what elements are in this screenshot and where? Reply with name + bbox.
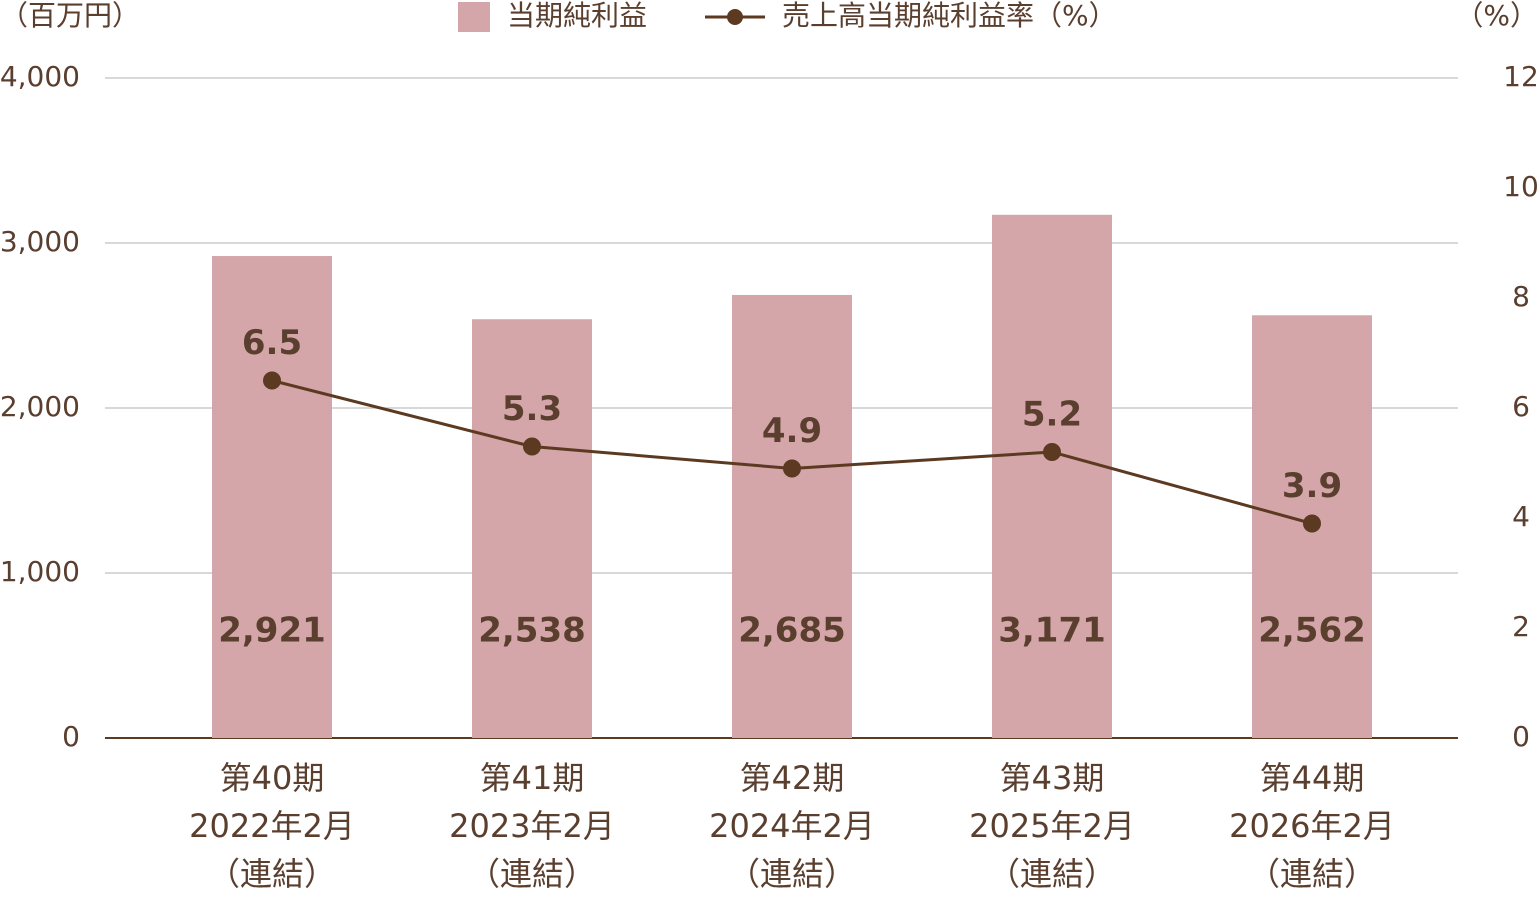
y-tick-label: 0 — [62, 720, 80, 753]
x-tick-label: 2024年2月 — [709, 807, 875, 845]
x-tick-label: 第42期 — [740, 759, 845, 797]
bar — [472, 319, 592, 738]
bar — [212, 256, 332, 738]
y-tick-label: 2,000 — [0, 390, 80, 423]
line-point — [263, 371, 281, 390]
y2-tick-label: 2 — [1512, 610, 1530, 643]
y-tick-label: 1,000 — [0, 555, 80, 588]
x-tick-label: 2025年2月 — [969, 807, 1135, 845]
legend-label: 当期純利益 — [507, 0, 647, 32]
x-tick-label: 第44期 — [1260, 759, 1365, 797]
bar-value-label: 2,921 — [218, 611, 326, 651]
legend-label: 売上高当期純利益率（%） — [782, 0, 1117, 32]
x-tick-label: 2022年2月 — [189, 807, 355, 845]
line-value-label: 5.2 — [1022, 395, 1082, 435]
y2-tick-label: 8 — [1512, 280, 1530, 313]
x-tick-label: （連結） — [728, 855, 856, 893]
bar-value-label: 3,171 — [998, 611, 1106, 651]
y-axis-label: （百万円） — [0, 0, 140, 32]
line-point — [1303, 514, 1321, 533]
x-tick-label: （連結） — [468, 855, 596, 893]
bar-value-label: 2,538 — [478, 611, 586, 651]
x-tick-label: （連結） — [1248, 855, 1376, 893]
y-tick-label: 3,000 — [0, 225, 80, 258]
y2-tick-label: 4 — [1512, 500, 1530, 533]
x-tick-label: 第40期 — [220, 759, 325, 797]
legend-swatch — [458, 2, 490, 32]
x-tick-label: （連結） — [208, 855, 336, 893]
y2-tick-label: 0 — [1512, 720, 1530, 753]
x-tick-label: 2023年2月 — [449, 807, 615, 845]
line-value-label: 3.9 — [1282, 466, 1342, 506]
line-value-label: 4.9 — [762, 411, 822, 451]
line-value-label: 5.3 — [502, 389, 562, 429]
y-tick-label: 4,000 — [0, 60, 80, 93]
x-tick-label: （連結） — [988, 855, 1116, 893]
line-point — [1043, 443, 1061, 461]
line-point — [523, 437, 541, 456]
y2-tick-label: 12 — [1503, 60, 1539, 93]
legend-marker — [727, 9, 743, 25]
bar-value-label: 2,685 — [738, 611, 846, 651]
bar — [992, 214, 1112, 738]
x-tick-label: 第43期 — [1000, 759, 1105, 797]
y2-tick-label: 10 — [1503, 170, 1539, 203]
bar — [732, 294, 852, 738]
x-tick-label: 第41期 — [480, 759, 585, 797]
line-value-label: 6.5 — [242, 323, 302, 363]
y2-tick-label: 6 — [1512, 390, 1530, 423]
y2-axis-label: （%） — [1455, 0, 1538, 32]
bar-value-label: 2,562 — [1258, 611, 1366, 651]
line-point — [783, 459, 801, 478]
x-tick-label: 2026年2月 — [1229, 807, 1395, 845]
